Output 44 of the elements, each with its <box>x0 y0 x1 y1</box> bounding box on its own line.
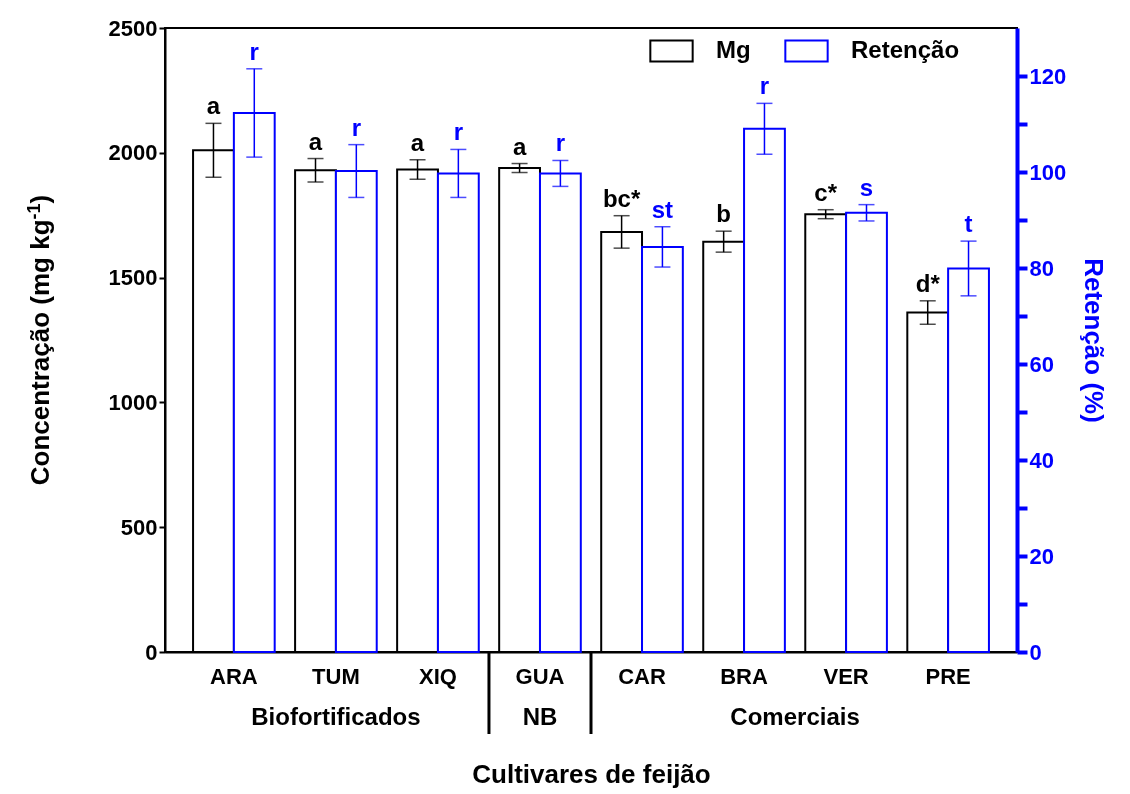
data-label: a <box>410 128 425 156</box>
y2-axis-title: Retenção (%) <box>1079 258 1110 423</box>
y2-tick-label: 80 <box>1029 255 1054 281</box>
x-tick-label: ARA <box>210 663 258 689</box>
data-label: r <box>555 129 566 157</box>
y-tick-label: 0 <box>145 639 158 665</box>
x-tick-label: VER <box>823 663 869 689</box>
data-label: r <box>759 72 770 100</box>
data-label: a <box>512 132 527 160</box>
data-label: r <box>249 37 259 65</box>
data-label: r <box>351 113 361 141</box>
x-axis-title: Cultivares de feijão <box>472 758 711 789</box>
x-tick-label: PRE <box>925 663 971 689</box>
legend-label: Mg <box>716 35 751 63</box>
x-tick-label: GUA <box>515 663 565 689</box>
text: Biofortificados <box>251 703 421 730</box>
y2-tick-label: 0 <box>1029 639 1042 665</box>
text: Comerciais <box>730 703 860 730</box>
data-label: a <box>308 127 323 155</box>
x-tick-label: BRA <box>720 663 768 689</box>
data-label: st <box>651 195 674 223</box>
data-label: a <box>206 92 221 120</box>
y-tick-label: 2000 <box>108 140 158 166</box>
y-tick-label: 500 <box>120 514 158 540</box>
y-tick-label: 1500 <box>108 265 158 291</box>
data-label: r <box>453 118 464 146</box>
y-tick-label: 2500 <box>108 15 158 41</box>
data-label: bc* <box>602 184 641 212</box>
y2-tick-label: 20 <box>1029 543 1054 569</box>
y2-tick-label: 40 <box>1029 447 1054 473</box>
y2-tick-label: 60 <box>1029 351 1054 377</box>
data-label: d* <box>915 269 941 297</box>
y-tick-label: 1000 <box>108 389 158 415</box>
y2-tick-label: 100 <box>1029 159 1067 185</box>
x-tick-label: XIQ <box>418 663 457 689</box>
x-tick-label: TUM <box>312 663 360 689</box>
data-label: b <box>716 200 731 228</box>
legend-label: Retenção <box>851 35 960 63</box>
text: NB <box>522 703 558 730</box>
data-label: c* <box>814 178 838 206</box>
data-label: s <box>859 173 874 201</box>
y2-tick-label: 120 <box>1029 63 1067 89</box>
data-label: t <box>964 210 973 238</box>
x-tick-label: CAR <box>618 663 666 689</box>
